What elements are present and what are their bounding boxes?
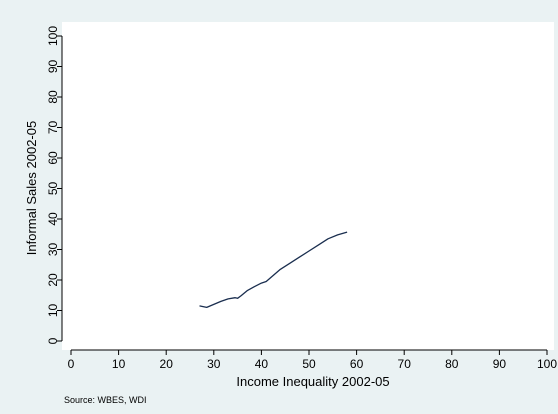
y-tick-label: 90	[46, 60, 60, 74]
x-axis-ticks: 0 10 20 30 40 50 60 70 80 90 100	[68, 350, 557, 371]
x-tick-label: 30	[207, 357, 221, 371]
y-tick-label: 40	[46, 212, 60, 226]
x-tick-label: 20	[160, 357, 174, 371]
x-tick-label: 90	[493, 357, 507, 371]
source-note: Source: WBES, WDI	[64, 395, 147, 405]
x-axis-title: Income Inequality 2002-05	[236, 374, 389, 389]
series-layer	[199, 231, 348, 309]
x-tick-label: 80	[445, 357, 459, 371]
y-tick-label: 60	[46, 151, 60, 165]
x-tick-label: 40	[255, 357, 269, 371]
x-tick-label: 50	[302, 357, 316, 371]
x-tick-label: 70	[398, 357, 412, 371]
plot-area	[62, 22, 554, 350]
y-tick-label: 30	[46, 243, 60, 257]
x-tick-label: 10	[112, 357, 126, 371]
y-tick-label: 50	[46, 182, 60, 196]
x-tick-label: 100	[537, 357, 557, 371]
series-line	[199, 231, 348, 309]
y-tick-label: 80	[46, 90, 60, 104]
y-tick-label: 70	[46, 121, 60, 135]
y-tick-label: 10	[46, 304, 60, 318]
y-axis-title: Informal Sales 2002-05	[24, 121, 39, 255]
y-tick-label: 100	[46, 26, 60, 46]
y-tick-label: 20	[46, 273, 60, 287]
x-tick-label: 0	[68, 357, 75, 371]
y-axis-ticks: 0 10 20 30 40 50 60 70 80 90 100	[46, 26, 62, 344]
y-tick-label: 0	[46, 337, 60, 344]
x-tick-label: 60	[350, 357, 364, 371]
